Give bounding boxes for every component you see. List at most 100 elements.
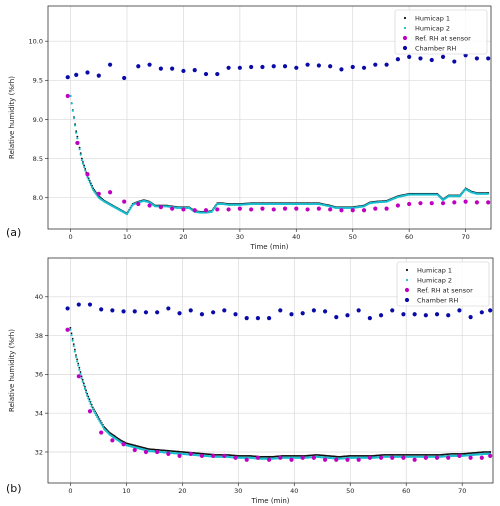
panel-label: (b): [6, 482, 22, 495]
data-point-chamber: [65, 75, 70, 80]
legend: Humicap 1 Humicap 2 Ref. RH at sensor Chamb…: [396, 261, 490, 307]
legend-box: [394, 9, 488, 55]
legend-label-chamber: Chamber RH: [417, 296, 458, 304]
data-point-ref: [226, 207, 231, 212]
data-point-humicap1: [80, 157, 83, 160]
data-point-chamber: [412, 312, 417, 317]
data-point-chamber: [249, 64, 254, 70]
data-point-chamber: [215, 71, 220, 77]
data-point-chamber: [203, 71, 209, 77]
data-point-humicap1: [70, 332, 73, 335]
legend-marker-humicap2: [403, 26, 407, 30]
data-point-ref: [192, 208, 197, 213]
data-point-ref: [463, 199, 468, 204]
data-point-ref: [85, 172, 90, 177]
data-point-humicap2: [81, 380, 84, 383]
data-point-humicap2: [100, 423, 103, 426]
data-point-humicap1: [75, 130, 78, 133]
data-point-ref: [345, 457, 350, 462]
data-point-chamber: [99, 307, 104, 312]
data-point-humicap1: [489, 450, 492, 453]
x-tick-label: 20: [179, 233, 187, 241]
data-point-chamber: [429, 57, 434, 63]
data-point-chamber: [260, 64, 265, 70]
data-point-humicap2: [82, 384, 85, 387]
data-point-ref: [99, 430, 104, 435]
data-point-chamber: [155, 310, 160, 315]
data-point-ref: [147, 203, 152, 208]
data-point-chamber: [85, 70, 90, 75]
data-point-ref: [294, 206, 299, 211]
data-point-chamber: [384, 62, 389, 67]
data-point-ref: [203, 208, 209, 213]
data-point-humicap2: [86, 394, 89, 397]
y-tick-label: 40: [35, 293, 43, 301]
data-point-ref: [244, 457, 249, 462]
data-point-ref: [429, 201, 434, 206]
data-point-chamber: [222, 308, 227, 313]
x-axis-label: Time (min): [250, 497, 289, 505]
data-point-humicap2: [90, 186, 94, 189]
data-point-chamber: [192, 68, 197, 73]
series-ref: [65, 327, 493, 462]
data-point-humicap1: [83, 164, 86, 167]
data-point-humicap2: [93, 190, 96, 193]
data-point-chamber: [446, 313, 451, 318]
x-tick-label: 10: [123, 233, 131, 241]
data-point-ref: [446, 455, 451, 460]
data-point-chamber: [334, 315, 339, 320]
data-point-humicap2: [84, 391, 88, 394]
data-point-humicap1: [78, 366, 81, 369]
data-point-ref: [65, 93, 70, 99]
data-point-chamber: [294, 65, 299, 70]
data-point-ref: [339, 208, 344, 213]
data-point-ref: [215, 207, 220, 212]
data-point-chamber: [418, 56, 423, 61]
data-point-chamber: [457, 308, 462, 313]
x-tick-label: 30: [236, 233, 244, 241]
data-point-ref: [233, 455, 238, 460]
data-point-ref: [237, 206, 242, 211]
data-point-humicap1: [77, 362, 80, 365]
data-point-humicap2: [73, 350, 76, 353]
data-point-chamber: [479, 310, 484, 315]
series-humicap2: [69, 328, 492, 460]
data-point-humicap1: [69, 326, 72, 329]
y-tick-label: 9.5: [33, 77, 43, 85]
data-point-ref: [300, 455, 305, 460]
data-point-chamber: [226, 65, 231, 70]
data-point-humicap2: [76, 360, 79, 363]
data-point-humicap1: [81, 378, 84, 381]
data-point-humicap1: [76, 135, 79, 138]
data-point-ref: [211, 453, 216, 458]
data-point-ref: [122, 199, 127, 204]
x-tick-label: 40: [290, 487, 298, 495]
x-tick-label: 30: [234, 487, 242, 495]
data-point-chamber: [177, 311, 182, 316]
legend-label-ref: Ref. RH at sensor: [417, 286, 473, 294]
data-point-ref: [107, 190, 113, 195]
data-point-ref: [328, 207, 333, 212]
y-tick-label: 10.0: [29, 38, 43, 46]
data-point-ref: [479, 455, 484, 460]
data-point-chamber: [328, 64, 333, 69]
data-point-humicap1: [82, 161, 84, 163]
data-point-ref: [452, 200, 457, 205]
data-point-humicap2: [215, 204, 218, 207]
data-point-chamber: [407, 54, 412, 59]
data-point-humicap2: [79, 372, 82, 376]
data-point-chamber: [255, 316, 261, 321]
data-point-humicap2: [90, 405, 93, 408]
legend-box: [396, 261, 490, 307]
legend-label-humicap2: Humicap 2: [415, 24, 450, 32]
data-point-ref: [75, 140, 80, 146]
data-point-ref: [457, 453, 462, 458]
data-point-humicap2: [93, 412, 97, 415]
data-point-humicap2: [76, 137, 79, 140]
data-point-chamber: [267, 316, 272, 321]
series-chamber: [65, 302, 493, 321]
data-point-chamber: [395, 57, 400, 62]
x-axis-label: Time (min): [249, 243, 288, 251]
data-point-humicap2: [72, 116, 76, 120]
